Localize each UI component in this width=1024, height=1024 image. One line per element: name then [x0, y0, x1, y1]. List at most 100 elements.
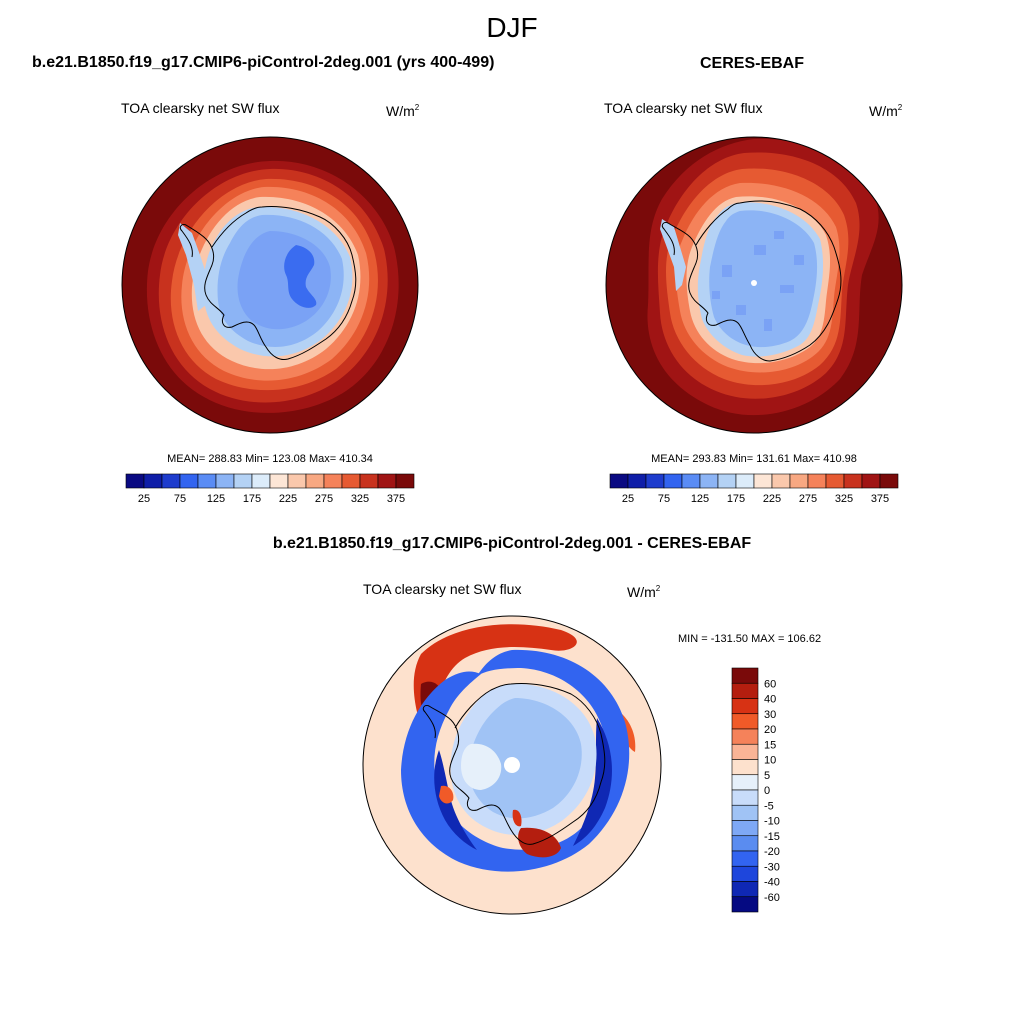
colorbar-model: 25 75 125 175 225 275 325 375 [125, 473, 415, 505]
colorbar-swatch [731, 728, 759, 745]
colorbar-swatch [269, 473, 289, 489]
colorbar-swatch [789, 473, 809, 489]
colorbar-swatch [305, 473, 325, 489]
colorbar-swatch [627, 473, 647, 489]
colorbar-swatch [717, 473, 737, 489]
map1-border [121, 136, 419, 434]
colorbar-swatch [161, 473, 181, 489]
colorbar-tick-label: 175 [727, 493, 745, 505]
colorbar-swatch [731, 667, 759, 684]
colorbar-tick-label: 125 [207, 493, 225, 505]
colorbar-swatch [143, 473, 163, 489]
colorbar-swatch [251, 473, 271, 489]
colorbar-swatch [287, 473, 307, 489]
colorbar-swatch [861, 473, 881, 489]
colorbar-tick-label: 25 [138, 493, 150, 505]
colorbar-swatch [125, 473, 145, 489]
colorbar-swatch [843, 473, 863, 489]
colorbar-swatch [359, 473, 379, 489]
colorbar-tick-label: -20 [764, 846, 780, 858]
colorbar-tick-label: -60 [764, 892, 780, 904]
map3-red-dipole-south [518, 827, 561, 858]
colorbar-swatch [807, 473, 827, 489]
colorbar-swatch [731, 835, 759, 852]
colorbar-tick-label: 75 [174, 493, 186, 505]
colorbar-tick-label: 5 [764, 770, 770, 782]
colorbar-swatch [341, 473, 361, 489]
map3-pole-gap [504, 757, 520, 773]
colorbar-swatch [645, 473, 665, 489]
colorbar-swatch [735, 473, 755, 489]
colorbar-swatch [179, 473, 199, 489]
map3-red-north [413, 624, 577, 719]
map1-ice-minimum [284, 245, 317, 308]
colorbar-tick-label: 20 [764, 724, 776, 736]
map3-interior-mid [469, 698, 582, 819]
stats-obs: MEAN= 293.83 Min= 131.61 Max= 410.98 [651, 453, 857, 465]
colorbar-swatch [731, 896, 759, 913]
colorbar-tick-label: 225 [763, 493, 781, 505]
colorbar-swatch [609, 473, 629, 489]
colorbar-swatch [879, 473, 899, 489]
colorbar-swatch [731, 804, 759, 821]
colorbar-tick-label: -15 [764, 831, 780, 843]
map3-red-patch-s [512, 809, 522, 827]
colorbar-swatch [215, 473, 235, 489]
map3-red-patch-ws [439, 785, 454, 804]
colorbar-swatch [681, 473, 701, 489]
polar-map-model [121, 136, 419, 434]
colorbar-difference: 60 40 30 20 15 10 5 0 -5 -10 -15 -20 -30 -40 -60 [731, 667, 780, 913]
colorbar-tick-label: 225 [279, 493, 297, 505]
colorbar-swatch [395, 473, 415, 489]
colorbar-tick-label: 275 [799, 493, 817, 505]
variable-label-difference: TOA clearsky net SW flux [363, 581, 522, 597]
colorbar-swatch [323, 473, 343, 489]
map3-interior-near-zero [461, 743, 502, 790]
colorbar-swatch [825, 473, 845, 489]
colorbar-swatch [731, 850, 759, 867]
colorbar-swatch [731, 789, 759, 806]
map2-border [605, 136, 903, 434]
colorbar-tick-label: 125 [691, 493, 709, 505]
colorbar-swatch [731, 865, 759, 882]
unit-label-obs: W/m2 [869, 103, 903, 119]
colorbar-tick-label: 275 [315, 493, 333, 505]
colorbar-tick-label: 30 [764, 709, 776, 721]
colorbar-tick-label: 10 [764, 755, 776, 767]
colorbar-swatch [731, 820, 759, 837]
colorbar-tick-label: 175 [243, 493, 261, 505]
colorbar-swatch [197, 473, 217, 489]
colorbar-tick-label: -10 [764, 816, 780, 828]
page-title: DJF [486, 12, 538, 43]
colorbar-swatch [699, 473, 719, 489]
unit-label-model: W/m2 [386, 103, 420, 119]
panel-title-difference: b.e21.B1850.f19_g17.CMIP6-piControl-2deg… [272, 535, 752, 552]
colorbar-swatch [731, 759, 759, 776]
map2-coastline [661, 200, 842, 362]
stats-model: MEAN= 288.83 Min= 123.08 Max= 410.34 [167, 453, 373, 465]
colorbar-tick-label: -30 [764, 861, 780, 873]
colorbar-tick-label: 325 [835, 493, 853, 505]
stats-difference: MIN = -131.50 MAX = 106.62 [678, 633, 822, 645]
colorbar-swatch [731, 698, 759, 715]
panel-title-model: b.e21.B1850.f19_g17.CMIP6-piControl-2deg… [32, 54, 495, 71]
colorbar-tick-label: 375 [387, 493, 405, 505]
colorbar-tick-label: 75 [658, 493, 670, 505]
panel-title-obs: CERES-EBAF [700, 55, 805, 72]
map2-pixel-blocks [712, 231, 804, 331]
colorbar-tick-label: 0 [764, 785, 770, 797]
colorbar-obs: 25 75 125 175 225 275 325 375 [609, 473, 899, 505]
colorbar-swatch [731, 743, 759, 760]
colorbar-tick-label: 375 [871, 493, 889, 505]
colorbar-swatch [731, 881, 759, 898]
colorbar-swatch [233, 473, 253, 489]
colorbar-tick-label: 15 [764, 739, 776, 751]
polar-map-obs [605, 136, 903, 434]
colorbar-swatch [771, 473, 791, 489]
colorbar-tick-label: 325 [351, 493, 369, 505]
colorbar-swatch [377, 473, 397, 489]
colorbar-swatch [731, 774, 759, 791]
colorbar-swatch [663, 473, 683, 489]
colorbar-swatch [731, 682, 759, 699]
colorbar-tick-label: 25 [622, 493, 634, 505]
